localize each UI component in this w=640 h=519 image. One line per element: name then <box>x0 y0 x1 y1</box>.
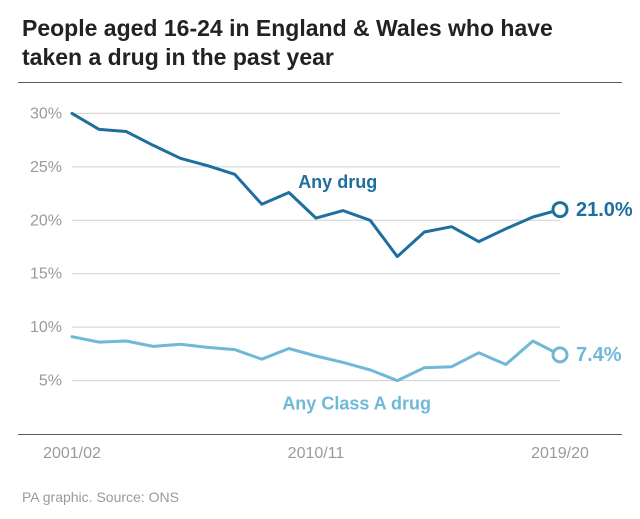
x-tick-label: 2010/11 <box>288 445 345 462</box>
end-value-label: 7.4% <box>576 344 622 366</box>
end-value-label: 21.0% <box>576 199 633 221</box>
y-tick-label: 25% <box>30 159 62 176</box>
x-tick-label: 2019/20 <box>531 445 589 462</box>
chart-footer: PA graphic. Source: ONS <box>22 489 179 505</box>
chart-area: 5% 10% 15% 20% 25% 30% 2001/02 2010/11 2019/20 An… <box>0 82 640 475</box>
series-label: Any Class A drug <box>282 393 431 413</box>
end-marker <box>553 348 567 362</box>
series-label: Any drug <box>298 172 377 192</box>
chart-svg: 5% 10% 15% 20% 25% 30% 2001/02 2010/11 2019/20 An… <box>0 82 640 474</box>
end-marker <box>553 203 567 217</box>
y-tick-label: 5% <box>39 373 62 390</box>
y-tick-label: 30% <box>30 105 62 122</box>
y-tick-label: 15% <box>30 266 62 283</box>
chart-title: People aged 16-24 in England & Wales who… <box>22 14 618 72</box>
x-tick-label: 2001/02 <box>43 445 101 462</box>
y-tick-label: 10% <box>30 319 62 336</box>
series-line <box>72 337 560 381</box>
y-tick-label: 20% <box>30 212 62 229</box>
